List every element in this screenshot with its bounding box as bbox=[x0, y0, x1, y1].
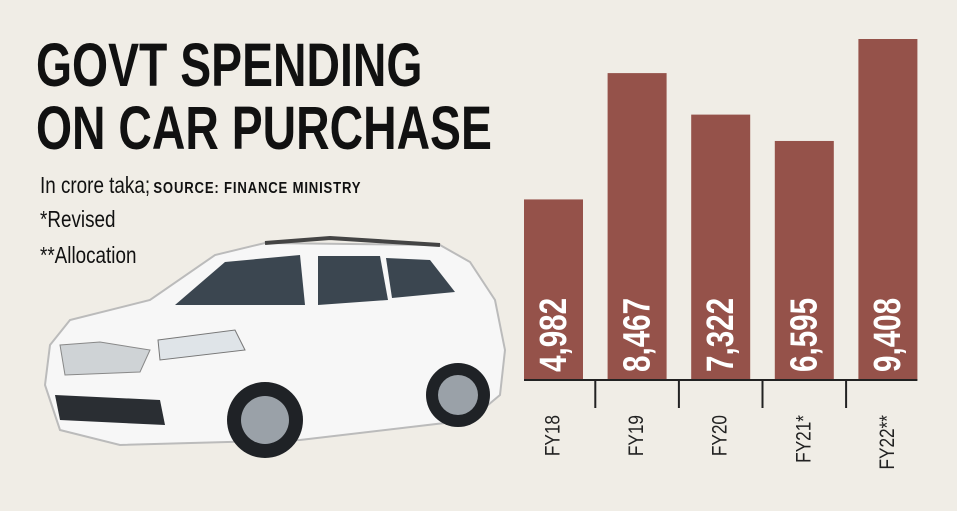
subtitle: In crore taka; bbox=[40, 172, 151, 198]
value-label: 7,322 bbox=[700, 298, 742, 372]
bar bbox=[607, 73, 667, 381]
x-tick-label: FY19 bbox=[626, 415, 649, 456]
note: *Revised bbox=[40, 206, 116, 232]
chart-title: GOVT SPENDING ON CAR PURCHASE bbox=[36, 31, 492, 162]
note: **Allocation bbox=[40, 242, 137, 268]
bar bbox=[524, 199, 583, 380]
value-label: 4,982 bbox=[532, 298, 574, 372]
value-label: 6,595 bbox=[783, 298, 825, 372]
source: SOURCE: FINANCE MINISTRY bbox=[153, 180, 362, 197]
subtitle-line: In crore taka; SOURCE: FINANCE MINISTRY bbox=[40, 172, 361, 199]
bar bbox=[691, 114, 751, 380]
bar bbox=[774, 140, 834, 380]
x-tick-label: FY22** bbox=[876, 415, 899, 470]
x-tick-label: FY18 bbox=[542, 415, 565, 456]
bar bbox=[858, 39, 918, 380]
x-tick-label: FY20 bbox=[709, 415, 732, 456]
value-label: 9,408 bbox=[867, 298, 909, 372]
car-illustration bbox=[43, 235, 507, 458]
x-tick-label: FY21* bbox=[793, 415, 816, 463]
value-label: 8,467 bbox=[616, 298, 658, 372]
